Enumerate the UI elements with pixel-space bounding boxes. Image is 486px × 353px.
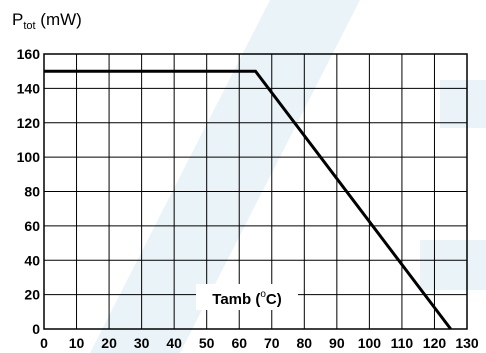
y-tick-label: 0 bbox=[32, 321, 40, 337]
x-tick-label: 0 bbox=[40, 335, 48, 351]
x-tick-label: 100 bbox=[358, 335, 382, 351]
x-tick-label: 20 bbox=[101, 335, 117, 351]
x-tick-label: 110 bbox=[391, 335, 414, 351]
y-tick-labels: 0 20 40 60 80 100 120 140 160 bbox=[17, 46, 41, 337]
y-tick-label: 140 bbox=[17, 80, 41, 96]
x-tick-label: 80 bbox=[297, 335, 313, 351]
x-tick-label: 90 bbox=[329, 335, 345, 351]
x-tick-label: 40 bbox=[166, 335, 182, 351]
x-tick-label: 130 bbox=[455, 335, 479, 351]
y-axis-label: Ptot (mW) bbox=[12, 10, 82, 32]
y-tick-label: 120 bbox=[17, 115, 41, 131]
y-tick-label: 100 bbox=[17, 149, 41, 165]
x-axis-label-background bbox=[196, 284, 298, 310]
y-tick-label: 40 bbox=[24, 252, 40, 268]
x-tick-label: 70 bbox=[264, 335, 280, 351]
y-tick-label: 160 bbox=[17, 46, 41, 62]
x-tick-labels: 0 10 20 30 40 50 60 70 80 90 100 110 120 130 bbox=[40, 335, 479, 351]
x-tick-label: 60 bbox=[231, 335, 247, 351]
y-tick-label: 20 bbox=[24, 287, 40, 303]
x-tick-label: 120 bbox=[423, 335, 447, 351]
y-tick-label: 60 bbox=[24, 218, 40, 234]
x-tick-label: 50 bbox=[199, 335, 215, 351]
x-axis-label: Tamb (oC) bbox=[212, 289, 281, 308]
series-line bbox=[44, 69, 452, 330]
plot-frame bbox=[43, 53, 468, 330]
x-tick-label: 30 bbox=[134, 335, 150, 351]
x-tick-label: 10 bbox=[69, 335, 85, 351]
y-tick-label: 80 bbox=[24, 184, 40, 200]
